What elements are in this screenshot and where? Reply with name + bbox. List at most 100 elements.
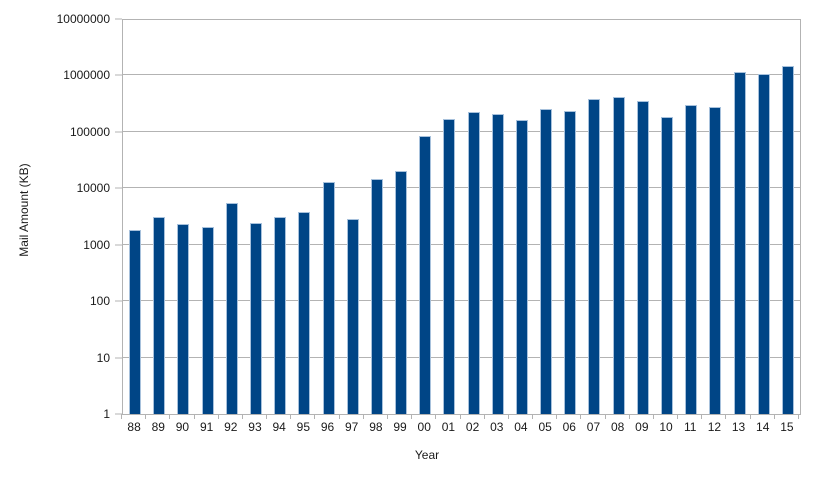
bar [781, 65, 794, 414]
bar [685, 104, 698, 414]
y-tick [115, 300, 122, 302]
x-tick-label: 04 [514, 420, 528, 434]
y-tick-label: 1000000 [63, 68, 110, 83]
x-tick-label: 12 [707, 420, 722, 434]
x-tick-label: 11 [683, 420, 697, 434]
x-tick [507, 414, 509, 419]
gridline [123, 356, 800, 358]
x-tick-label: 95 [296, 420, 311, 434]
x-axis-title: Year [414, 448, 440, 462]
bar [757, 74, 770, 414]
x-tick [556, 414, 558, 419]
x-tick [266, 414, 268, 419]
y-tick [115, 74, 122, 76]
x-tick [386, 414, 388, 419]
x-tick-label: 15 [780, 420, 794, 434]
bar [515, 119, 528, 414]
y-tick-label: 100000 [69, 124, 110, 139]
x-tick [532, 414, 534, 419]
bar [298, 212, 311, 414]
x-tick [241, 414, 243, 419]
bar [612, 96, 625, 414]
x-tick-label: 14 [756, 420, 770, 434]
y-axis-labels: 1 10 100 1000 10000 100000 1000000 10000000 [0, 12, 110, 421]
x-tick-label: 90 [175, 420, 190, 434]
x-tick-label: 91 [199, 420, 214, 434]
x-tick-label: 13 [731, 420, 746, 434]
y-tick-label: 10000 [76, 181, 110, 196]
x-tick [145, 414, 147, 419]
x-tick-label: 07 [586, 420, 601, 434]
x-tick [725, 414, 727, 419]
x-tick-label: 92 [224, 420, 238, 434]
bar [467, 111, 480, 414]
y-tick-label: 10000000 [56, 12, 110, 26]
bar [419, 135, 432, 414]
x-tick [217, 414, 219, 419]
x-tick [459, 414, 461, 419]
x-tick [338, 414, 340, 419]
bar [395, 171, 408, 414]
bar [322, 181, 335, 414]
y-tick-label: 1000 [83, 237, 110, 252]
plot-area [122, 19, 801, 415]
x-tick-label: 03 [490, 420, 504, 434]
x-tick [193, 414, 195, 419]
bar [153, 217, 166, 414]
x-tick [121, 414, 122, 419]
y-tick [115, 131, 122, 133]
y-axis-ticks [115, 18, 122, 415]
bar [636, 101, 649, 414]
x-tick-label: 06 [562, 420, 576, 434]
y-tick [115, 413, 122, 415]
bar [564, 111, 577, 414]
bar [588, 98, 601, 414]
gridline [123, 74, 800, 76]
bar [540, 109, 553, 414]
bar [346, 219, 359, 414]
bar [370, 179, 383, 414]
bar [733, 72, 746, 414]
gridline [123, 187, 800, 189]
x-tick [290, 414, 292, 419]
x-tick-label: 08 [610, 420, 625, 434]
bar [491, 114, 504, 414]
bar [177, 223, 190, 414]
x-tick [773, 414, 775, 419]
x-tick [652, 414, 654, 419]
y-tick-label: 1 [103, 407, 110, 421]
x-tick-label: 02 [465, 420, 480, 434]
x-tick [749, 414, 751, 419]
y-tick [115, 18, 122, 20]
bar [249, 223, 262, 414]
x-tick-label: 98 [369, 420, 383, 434]
x-tick [362, 414, 364, 419]
bar [274, 217, 287, 414]
x-tick [169, 414, 171, 419]
y-tick [115, 244, 122, 246]
x-tick [483, 414, 485, 419]
y-tick [115, 187, 122, 189]
x-tick-label: 10 [659, 420, 673, 434]
gridline [123, 19, 800, 20]
x-axis-ticks [121, 414, 799, 419]
x-tick [435, 414, 437, 419]
bar [201, 227, 214, 414]
x-tick-label: 01 [441, 420, 456, 434]
x-tick-label: 96 [320, 420, 335, 434]
x-tick [701, 414, 703, 419]
x-tick-label: 88 [127, 420, 141, 434]
x-tick [411, 414, 413, 419]
bar [443, 118, 456, 414]
gridline [123, 130, 800, 132]
x-tick-label: 89 [151, 420, 165, 434]
x-axis-labels: 88 89 90 91 92 93 94 95 96 97 98 99 00 01 02 03 04 05 06 07… [122, 420, 799, 435]
x-tick [677, 414, 679, 419]
x-tick [628, 414, 630, 419]
x-tick [604, 414, 606, 419]
bar [709, 106, 722, 414]
x-tick [580, 414, 582, 419]
x-tick-label: 94 [272, 420, 286, 434]
bar [129, 230, 142, 414]
